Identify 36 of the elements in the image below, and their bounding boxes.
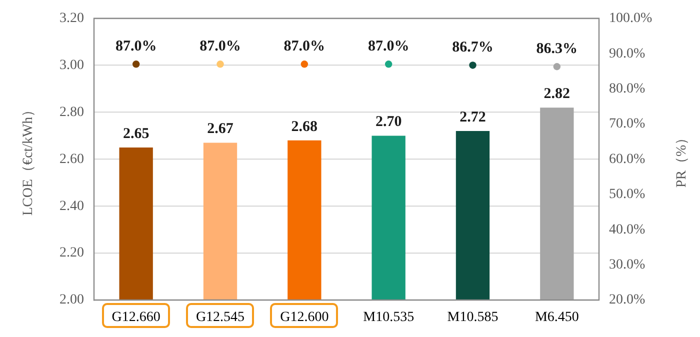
y2-axis-title: PR（%） [674,130,690,188]
y2-tick-label: 70.0% [609,116,646,132]
data-label: 86.3% [536,41,578,57]
data-label: 2.68 [291,118,318,135]
x-tick-label: G12.545 [196,310,245,326]
data-label: 86.7% [452,40,494,56]
y2-tick-label: 80.0% [609,81,646,96]
data-label: 87.0% [284,38,326,55]
y2-tick-label: 50.0% [609,187,646,202]
y2-tick-label: 90.0% [609,46,646,62]
data-label: 87.0% [115,38,157,55]
x-tick-label: M10.535 [363,310,414,326]
x-tick-label: G12.660 [112,310,160,326]
x-tick-label: M6.450 [534,310,579,326]
data-label: 2.65 [122,126,150,142]
y-tick-label: 2.80 [60,104,84,120]
y-axis-title: LCOE（€ct/kWh） [21,102,36,216]
y-tick-label: 2.00 [60,292,84,308]
data-label: 2.70 [375,114,402,130]
y2-tick-label: 40.0% [609,222,646,238]
data-label: 2.67 [207,121,234,138]
data-label: 87.0% [368,38,410,55]
x-tick-label: M10.585 [447,310,498,326]
y-tick-label: 2.20 [60,246,84,261]
y-tick-label: 3.00 [60,58,84,74]
y-tick-label: 2.60 [60,152,84,167]
y2-tick-label: 60.0% [609,152,646,167]
x-tick-label: G12.600 [280,310,329,326]
y2-tick-label: 20.0% [609,292,646,308]
y2-tick-label: 30.0% [609,257,646,272]
y-tick-label: 3.20 [60,11,84,26]
data-label: 2.72 [460,109,486,126]
data-label: 87.0% [200,38,241,55]
y-tick-label: 2.40 [60,198,84,214]
y2-tick-label: 100.0% [609,11,652,26]
data-label: 2.82 [544,86,570,102]
